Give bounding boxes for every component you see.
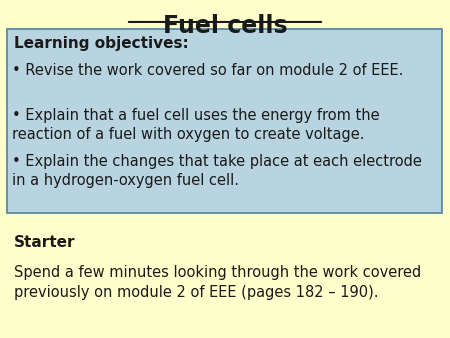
Text: Learning objectives:: Learning objectives: (14, 36, 188, 51)
Text: Spend a few minutes looking through the work covered
previously on module 2 of E: Spend a few minutes looking through the … (14, 265, 421, 299)
Text: • Explain the changes that take place at each electrode
in a hydrogen-oxygen fue: • Explain the changes that take place at… (12, 154, 422, 188)
Text: Starter: Starter (14, 235, 75, 250)
Text: • Revise the work covered so far on module 2 of EEE.: • Revise the work covered so far on modu… (12, 63, 404, 77)
Text: Fuel cells: Fuel cells (163, 14, 287, 38)
FancyBboxPatch shape (7, 29, 442, 213)
Text: • Explain that a fuel cell uses the energy from the
reaction of a fuel with oxyg: • Explain that a fuel cell uses the ener… (12, 108, 380, 142)
